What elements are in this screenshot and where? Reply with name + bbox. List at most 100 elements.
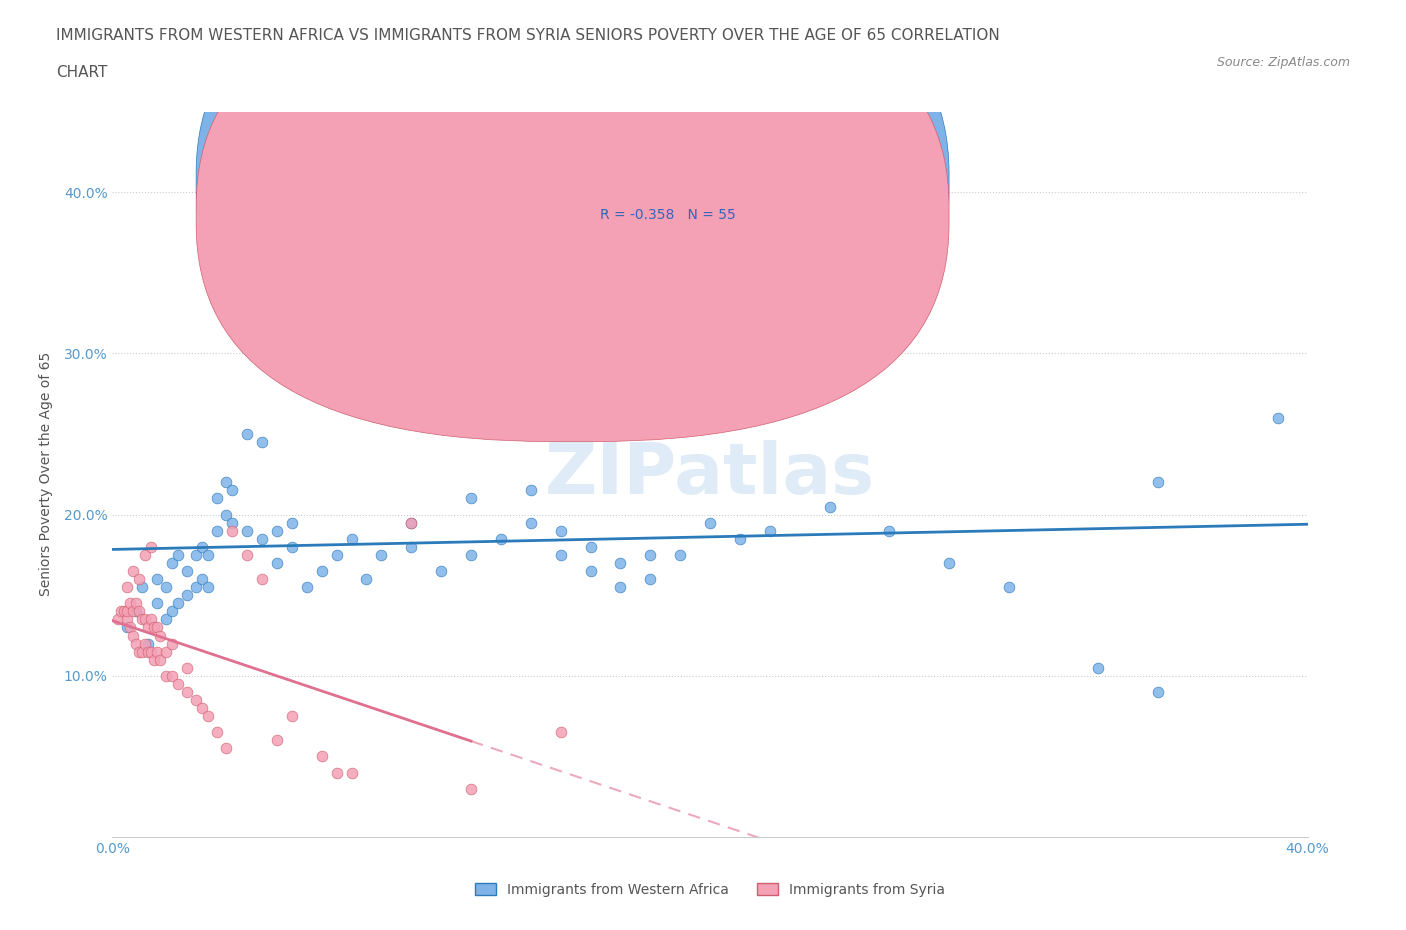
Point	[131, 579, 153, 594]
Point	[250, 531, 273, 546]
Text: IMMIGRANTS FROM WESTERN AFRICA VS IMMIGRANTS FROM SYRIA SENIORS POVERTY OVER THE: IMMIGRANTS FROM WESTERN AFRICA VS IMMIGR…	[56, 28, 1000, 43]
Point	[250, 572, 273, 587]
Point	[401, 515, 423, 530]
Point	[221, 483, 243, 498]
Point	[134, 636, 156, 651]
Point	[877, 524, 901, 538]
Point	[138, 644, 160, 659]
Point	[143, 652, 166, 667]
Point	[401, 539, 423, 554]
Point	[162, 636, 183, 651]
Point	[311, 749, 333, 764]
Point	[609, 579, 631, 594]
Point	[162, 555, 183, 570]
Point	[460, 781, 482, 796]
FancyBboxPatch shape	[197, 0, 949, 442]
Point	[138, 636, 160, 651]
Point	[759, 524, 782, 538]
Point	[215, 507, 238, 522]
Point	[520, 483, 543, 498]
Point	[356, 572, 378, 587]
Point	[699, 515, 721, 530]
Point	[162, 604, 183, 618]
Point	[221, 515, 243, 530]
Point	[520, 515, 543, 530]
Point	[236, 427, 259, 442]
Point	[117, 604, 139, 618]
Point	[143, 620, 166, 635]
Point	[215, 741, 238, 756]
Point	[155, 644, 177, 659]
Point	[138, 620, 160, 635]
Point	[125, 596, 148, 611]
Point	[155, 579, 177, 594]
Text: Source: ZipAtlas.com: Source: ZipAtlas.com	[1216, 56, 1350, 69]
Point	[117, 579, 139, 594]
Point	[149, 652, 172, 667]
Point	[340, 765, 363, 780]
Point	[325, 765, 347, 780]
Point	[134, 548, 156, 563]
Point	[1267, 410, 1289, 425]
Point	[162, 669, 183, 684]
Point	[167, 676, 190, 691]
Point	[128, 572, 150, 587]
Point	[460, 548, 482, 563]
Point	[191, 700, 214, 715]
Point	[186, 548, 208, 563]
Point	[186, 579, 208, 594]
Point	[236, 548, 259, 563]
Point	[120, 620, 142, 635]
Point	[205, 724, 228, 739]
Point	[1147, 475, 1170, 490]
Text: R =  0.240   N = 72: R = 0.240 N = 72	[600, 176, 735, 190]
Point	[550, 524, 572, 538]
Point	[191, 572, 214, 587]
Point	[311, 564, 333, 578]
Point	[122, 628, 145, 643]
Point	[550, 548, 572, 563]
Point	[281, 539, 304, 554]
FancyBboxPatch shape	[537, 159, 896, 260]
Point	[489, 531, 512, 546]
Text: CHART: CHART	[56, 65, 108, 80]
Point	[114, 604, 135, 618]
Point	[579, 539, 602, 554]
Point	[176, 684, 198, 699]
Point	[197, 579, 219, 594]
Point	[401, 515, 423, 530]
Point	[134, 612, 156, 627]
Point	[186, 693, 208, 708]
Point	[146, 644, 169, 659]
Legend: Immigrants from Western Africa, Immigrants from Syria: Immigrants from Western Africa, Immigran…	[470, 878, 950, 903]
Point	[122, 604, 145, 618]
Point	[155, 612, 177, 627]
Point	[146, 620, 169, 635]
Point	[146, 596, 169, 611]
FancyBboxPatch shape	[197, 0, 949, 409]
Point	[146, 572, 169, 587]
Point	[430, 564, 453, 578]
Point	[107, 612, 129, 627]
Point	[205, 524, 228, 538]
Point	[141, 539, 163, 554]
Y-axis label: Seniors Poverty Over the Age of 65: Seniors Poverty Over the Age of 65	[38, 352, 52, 596]
Point	[759, 362, 782, 377]
Point	[250, 434, 273, 449]
Point	[579, 564, 602, 578]
Point	[205, 491, 228, 506]
Point	[197, 548, 219, 563]
Point	[176, 564, 198, 578]
Point	[818, 499, 841, 514]
Point	[215, 475, 238, 490]
Point	[176, 660, 198, 675]
Point	[295, 579, 318, 594]
Point	[998, 579, 1021, 594]
Point	[125, 636, 148, 651]
Point	[669, 548, 692, 563]
Point	[128, 644, 150, 659]
Point	[938, 555, 960, 570]
Point	[117, 612, 139, 627]
Point	[460, 491, 482, 506]
Point	[167, 596, 190, 611]
